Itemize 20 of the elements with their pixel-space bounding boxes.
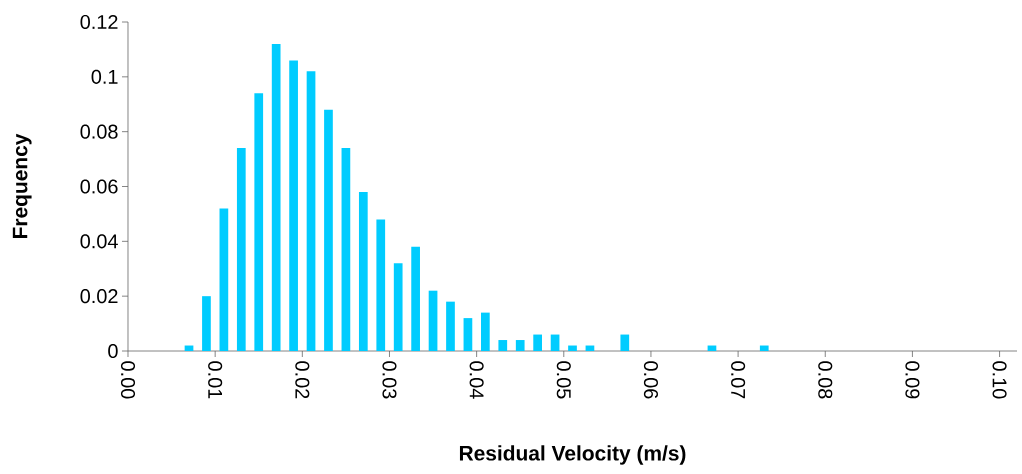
x-tick-label: 0.07 xyxy=(731,361,746,399)
x-tick-label: 0.05 xyxy=(556,361,571,399)
y-tick-label: 0.06 xyxy=(80,179,118,194)
x-tick-label: 0.00 xyxy=(120,361,136,399)
x-tick-label: 0.06 xyxy=(643,361,658,399)
y-tick-label: 0.12 xyxy=(80,14,118,30)
x-tick-label: 0.03 xyxy=(382,361,397,399)
x-tick-label: 0.08 xyxy=(818,361,833,399)
x-tick-label: 0.01 xyxy=(208,361,223,399)
x-tick-label: 0.10 xyxy=(992,361,1007,399)
x-axis-title: Residual Velocity (m/s) xyxy=(459,445,686,465)
y-tick-label: 0.1 xyxy=(91,69,118,84)
y-tick-label: 0.04 xyxy=(80,234,118,249)
y-tick-label: 0.02 xyxy=(80,289,118,304)
x-tick-label: 0.04 xyxy=(469,361,484,399)
y-axis-title: Frequency xyxy=(12,133,32,238)
x-tick-label: 0.02 xyxy=(295,361,310,399)
y-tick-label: 0.08 xyxy=(80,124,118,139)
y-tick-label: 0 xyxy=(108,343,118,359)
x-tick-label: 0.09 xyxy=(905,361,920,399)
